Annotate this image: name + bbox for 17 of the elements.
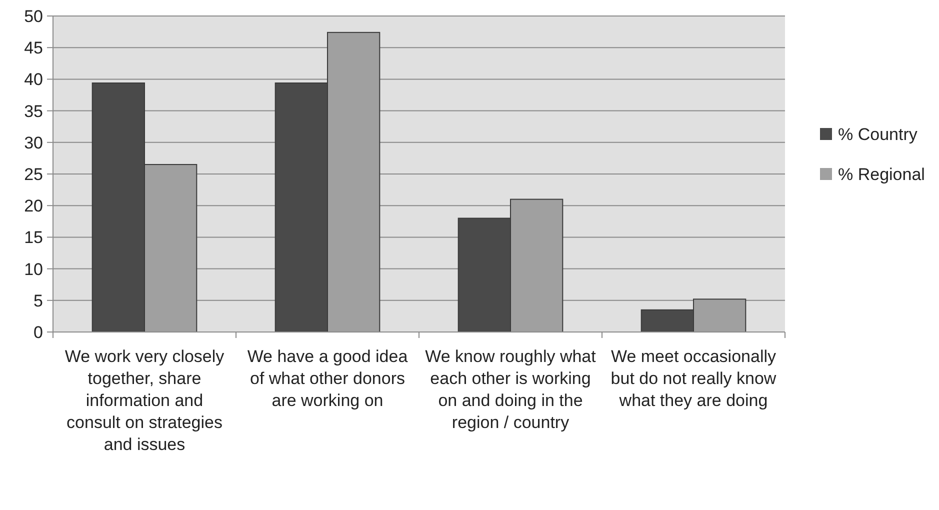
y-tick-label: 20 <box>24 196 43 216</box>
y-tick-label: 40 <box>24 70 43 90</box>
y-tick-label: 10 <box>24 260 43 279</box>
legend-label: % Country <box>838 124 918 144</box>
x-tick-label: We work very closely together, share information and consult on strategies and issues <box>64 347 225 454</box>
x-tick-label: We meet occasionally but do not really know what they are doing <box>610 347 777 410</box>
y-tick-label: 30 <box>24 133 43 152</box>
x-tick-label: We have a good idea of what other donors are working on <box>247 347 408 410</box>
y-tick-label: 50 <box>24 6 43 26</box>
y-tick-label: 15 <box>24 228 43 248</box>
y-tick-label: 25 <box>24 164 43 184</box>
legend-label: % Regional <box>838 164 925 184</box>
y-tick-label: 0 <box>34 322 43 342</box>
y-tick-label: 45 <box>24 38 43 58</box>
y-tick-label: 35 <box>24 102 43 121</box>
y-tick-label: 5 <box>34 291 43 310</box>
x-tick-label: We know roughly what each other is working on and doing in the region / country <box>425 347 596 432</box>
